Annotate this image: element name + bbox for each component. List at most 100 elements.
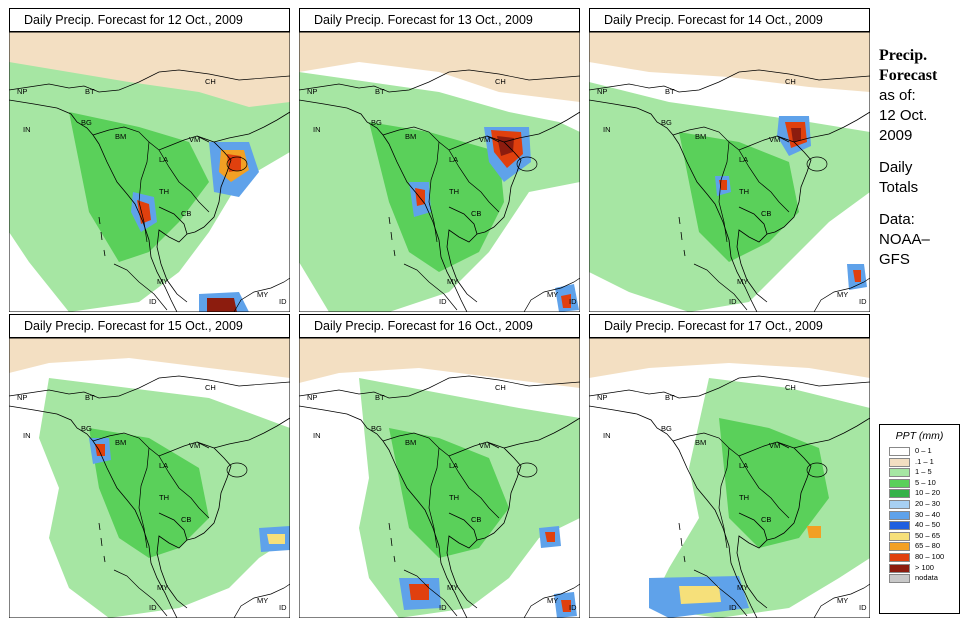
legend-label: 20 – 30 (915, 498, 941, 508)
legend-swatch (889, 542, 910, 552)
label-np: NP (307, 393, 317, 402)
label-th: TH (159, 493, 169, 502)
label-bm: BM (405, 132, 416, 141)
forecast-panel-17oct: Daily Precip. Forecast for 17 Oct., 2009… (589, 314, 870, 618)
legend-item: 10 – 20 (880, 488, 959, 499)
forecast-panel-12oct: Daily Precip. Forecast for 12 Oct., 2009… (9, 8, 290, 312)
label-ch: CH (495, 383, 506, 392)
legend-label: > 100 (915, 562, 934, 572)
data-line2: NOAA– (879, 231, 930, 248)
label-th: TH (159, 187, 169, 196)
totals-line2: Totals (879, 179, 919, 196)
label-bm: BM (115, 132, 126, 141)
label-id-east: ID (279, 603, 287, 612)
label-ch: CH (495, 77, 506, 86)
label-bg: BG (661, 424, 672, 433)
forecast-panel-14oct: Daily Precip. Forecast for 14 Oct., 2009… (589, 8, 870, 312)
legend-item: .1 – 1 (880, 457, 959, 468)
data-line3: GFS (879, 251, 910, 268)
label-ch: CH (205, 383, 216, 392)
legend-swatch (889, 510, 910, 520)
legend-item: 65 – 80 (880, 541, 959, 552)
legend-item: 5 – 10 (880, 478, 959, 489)
label-id-east: ID (279, 297, 287, 306)
label-id: ID (149, 603, 157, 612)
label-ch: CH (205, 77, 216, 86)
label-id: ID (149, 297, 157, 306)
label-th: TH (739, 493, 749, 502)
label-bg: BG (81, 424, 92, 433)
panel-title: Daily Precip. Forecast for 15 Oct., 2009 (9, 314, 290, 338)
label-bt: BT (665, 393, 675, 402)
sidebar-title-line2: Forecast (879, 67, 938, 84)
label-la: LA (449, 461, 458, 470)
legend-swatch (889, 574, 910, 584)
legend-label: 1 – 5 (915, 467, 932, 477)
legend-title: PPT (mm) (895, 430, 944, 442)
legend-label: 0 – 1 (915, 446, 932, 455)
panel-title: Daily Precip. Forecast for 16 Oct., 2009 (299, 314, 580, 338)
label-id-east: ID (569, 297, 577, 306)
label-my: MY (157, 277, 168, 286)
label-vm: VM (189, 135, 200, 144)
legend-label: 80 – 100 (915, 551, 945, 561)
label-bt: BT (375, 393, 385, 402)
label-id: ID (729, 603, 737, 612)
label-la: LA (449, 155, 458, 164)
legend-label: 5 – 10 (915, 477, 936, 487)
label-id-east: ID (859, 297, 867, 306)
label-th: TH (739, 187, 749, 196)
label-in: IN (603, 125, 611, 134)
legend-item: 0 – 1 (880, 446, 959, 457)
label-in: IN (603, 431, 611, 440)
asof-line1: as of: (879, 87, 916, 104)
asof-line3: 2009 (879, 127, 913, 144)
legend-label: 10 – 20 (915, 488, 941, 498)
label-vm: VM (189, 441, 200, 450)
legend-swatch (889, 468, 910, 478)
legend-item: 1 – 5 (880, 467, 959, 478)
legend-swatch (889, 521, 910, 531)
legend-label: .1 – 1 (915, 456, 934, 466)
label-id: ID (729, 297, 737, 306)
label-vm: VM (479, 135, 490, 144)
legend-swatch (889, 457, 910, 467)
label-bt: BT (665, 87, 675, 96)
label-bg: BG (81, 118, 92, 127)
legend-item: 40 – 50 (880, 520, 959, 531)
label-bm: BM (405, 438, 416, 447)
label-my-east: MY (837, 290, 848, 299)
label-my: MY (737, 583, 748, 592)
label-in: IN (313, 431, 321, 440)
label-id: ID (439, 297, 447, 306)
legend-item: > 100 (880, 563, 959, 574)
label-bt: BT (85, 87, 95, 96)
label-bg: BG (661, 118, 672, 127)
legend-swatch (889, 447, 910, 456)
legend-label: 40 – 50 (915, 520, 941, 530)
label-my-east: MY (257, 290, 268, 299)
legend-item: 80 – 100 (880, 552, 959, 563)
legend-swatch (889, 563, 910, 573)
label-la: LA (739, 461, 748, 470)
label-vm: VM (769, 441, 780, 450)
label-cb: CB (181, 515, 191, 524)
label-cb: CB (471, 515, 481, 524)
label-bm: BM (115, 438, 126, 447)
label-bm: BM (695, 132, 706, 141)
legend-swatch (889, 499, 910, 509)
label-my: MY (447, 277, 458, 286)
label-bt: BT (85, 393, 95, 402)
precip-map: NP BT BG IN CH BM VM LA TH CB MY ID MY I… (299, 338, 580, 618)
precip-map: NP BT BG IN CH BM VM LA TH CB MY ID MY I… (299, 32, 580, 312)
label-ch: CH (785, 77, 796, 86)
label-bt: BT (375, 87, 385, 96)
label-vm: VM (769, 135, 780, 144)
label-np: NP (17, 87, 27, 96)
label-cb: CB (761, 209, 771, 218)
label-np: NP (307, 87, 317, 96)
label-vm: VM (479, 441, 490, 450)
label-my: MY (737, 277, 748, 286)
label-bg: BG (371, 424, 382, 433)
